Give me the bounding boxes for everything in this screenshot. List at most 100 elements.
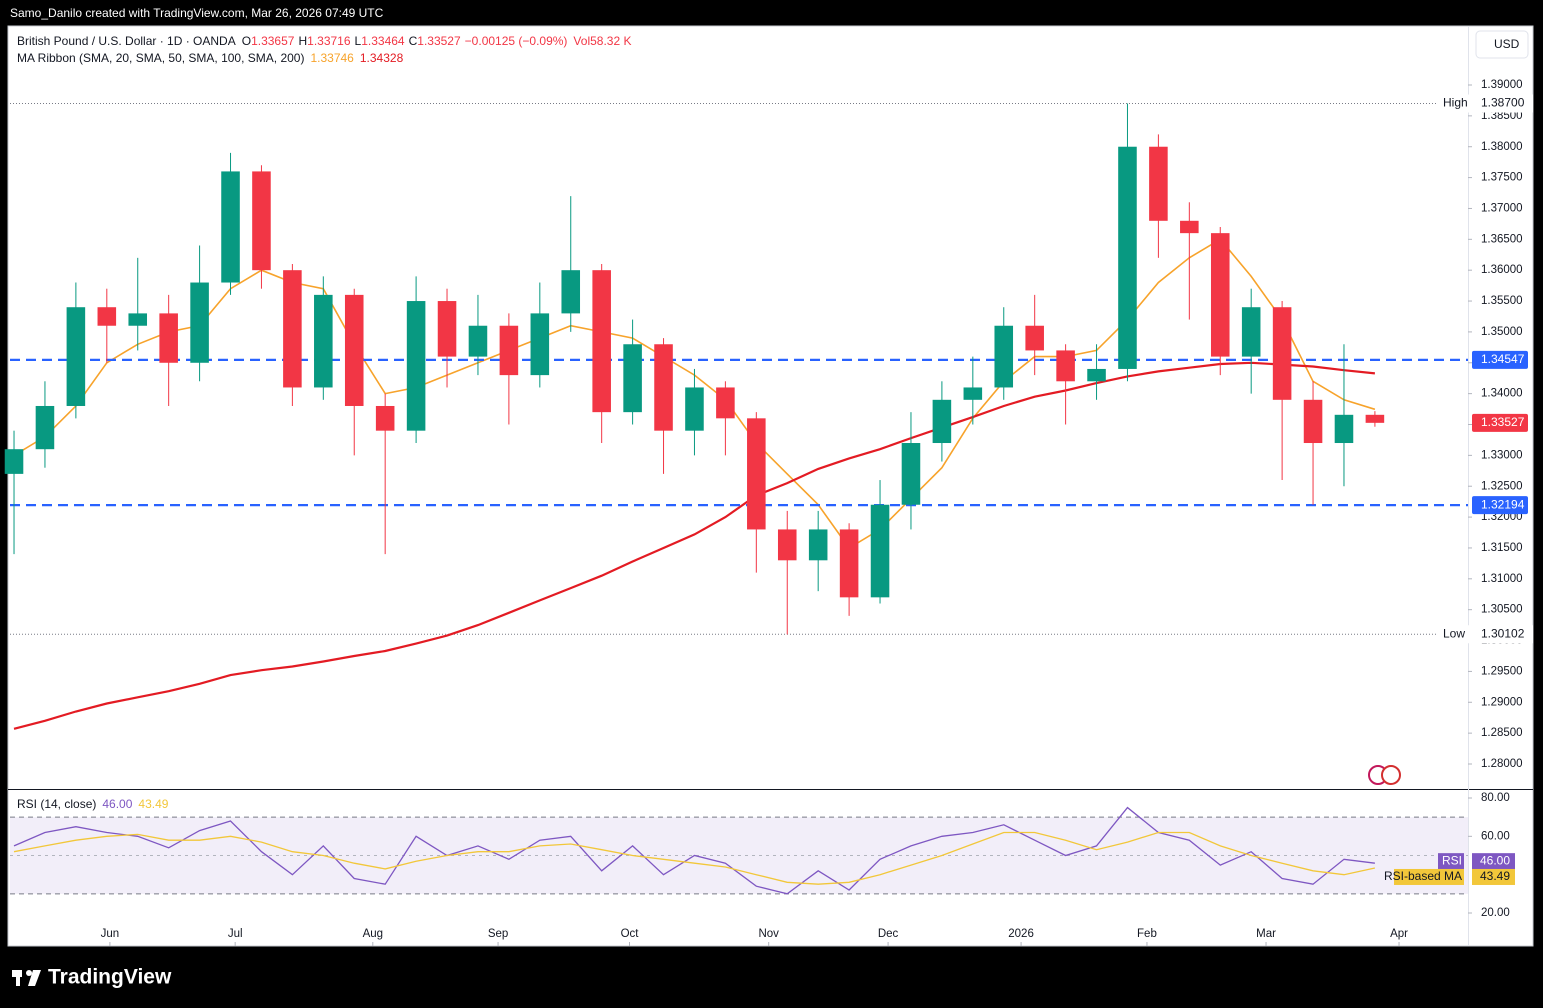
candle-body bbox=[623, 344, 642, 413]
y-tick-label: 1.28000 bbox=[1481, 758, 1523, 770]
legend-item: −0.00125 (−0.09%) bbox=[465, 34, 568, 48]
currency-button[interactable] bbox=[1475, 30, 1529, 59]
rsi-badge-value-bg bbox=[1472, 868, 1515, 885]
candle-body bbox=[4, 449, 24, 474]
candle-body bbox=[530, 313, 550, 376]
price-badge-label: 1.33527 bbox=[1481, 415, 1525, 429]
ma-legend: MA Ribbon (SMA, 20, SMA, 50, SMA, 100, S… bbox=[17, 51, 404, 65]
candle-body bbox=[252, 171, 271, 271]
candle-body bbox=[777, 529, 797, 561]
rsi-line bbox=[13, 806, 1375, 895]
y-tick-label: 1.37000 bbox=[1481, 202, 1523, 214]
brand-name: TradingView bbox=[48, 966, 172, 989]
candle-body bbox=[1118, 146, 1137, 369]
candle-body bbox=[1334, 414, 1354, 444]
chart-area bbox=[7, 25, 1534, 947]
legend-item: 1.33746 bbox=[310, 51, 354, 65]
legend-item: RSI (14, close) bbox=[17, 797, 96, 811]
level-label: 1.34547 bbox=[1481, 352, 1525, 366]
y-tick-label: 1.31000 bbox=[1481, 573, 1523, 585]
legend-item: H bbox=[298, 34, 307, 48]
x-tick-label: Jun bbox=[101, 928, 120, 940]
candle-body bbox=[1303, 399, 1323, 444]
y-tick-label: 1.35500 bbox=[1481, 295, 1523, 307]
legend-item: 43.49 bbox=[138, 797, 168, 811]
rsi-badge-name-bg bbox=[1438, 853, 1464, 870]
y-tick-label: 1.29000 bbox=[1481, 696, 1523, 708]
level-badge bbox=[1472, 496, 1528, 515]
candle-body bbox=[808, 529, 828, 561]
candle-body bbox=[128, 313, 148, 326]
legend-item: 1.34328 bbox=[360, 51, 404, 65]
candle-body bbox=[437, 301, 457, 357]
candle-body bbox=[283, 270, 302, 388]
candle-body bbox=[1087, 368, 1106, 382]
extreme-badge bbox=[1438, 625, 1533, 644]
level-label: 1.32194 bbox=[1481, 497, 1525, 511]
caption: Samo_Danilo created with TradingView.com… bbox=[10, 6, 384, 20]
candle-body bbox=[190, 282, 209, 363]
extreme-badge bbox=[1438, 94, 1533, 113]
legend-item: 1.33464 bbox=[361, 34, 405, 48]
candle-body bbox=[1272, 307, 1292, 400]
brand-logo bbox=[12, 970, 41, 986]
y-tick-label: 60.00 bbox=[1481, 830, 1510, 842]
x-tick-label: 2026 bbox=[1008, 928, 1034, 940]
candle-body bbox=[870, 504, 890, 598]
price-legend: British Pound / U.S. Dollar · 1D · OANDA… bbox=[17, 34, 631, 48]
legend-item: C bbox=[409, 34, 418, 48]
rsi-line bbox=[13, 831, 1376, 885]
candle-body bbox=[406, 301, 426, 431]
extreme-label: Low bbox=[1443, 626, 1465, 640]
x-tick-label: Aug bbox=[363, 928, 383, 940]
candle-body bbox=[375, 405, 395, 431]
extreme-label: High bbox=[1443, 96, 1468, 110]
candle-body bbox=[561, 270, 581, 314]
candle-body bbox=[654, 344, 673, 431]
candle-body bbox=[963, 387, 983, 400]
y-tick-label: 1.29500 bbox=[1481, 665, 1523, 677]
candle-body bbox=[314, 294, 333, 388]
candle-body bbox=[716, 387, 735, 419]
legend-item: O bbox=[242, 34, 251, 48]
candle-body bbox=[932, 399, 952, 444]
candle-body bbox=[35, 405, 55, 450]
legend-item: 1.33527 bbox=[417, 34, 461, 48]
x-tick-label: Jul bbox=[228, 928, 243, 940]
extreme-value: 1.38700 bbox=[1481, 96, 1525, 110]
x-tick-label: Feb bbox=[1137, 928, 1157, 940]
rsi-badge-value: 46.00 bbox=[1480, 853, 1510, 867]
rsi-legend: RSI (14, close) 46.00 43.49 bbox=[17, 797, 169, 811]
rsi-badge-value-bg bbox=[1472, 853, 1515, 870]
flags-icon bbox=[1368, 765, 1401, 785]
y-tick-label: 1.36500 bbox=[1481, 233, 1523, 245]
candle-body bbox=[1149, 146, 1168, 221]
currency-label: USD bbox=[1494, 37, 1520, 51]
x-tick-label: Apr bbox=[1390, 928, 1408, 940]
candle-body bbox=[97, 307, 117, 326]
candle-body bbox=[344, 294, 364, 406]
candle-body bbox=[1056, 350, 1075, 382]
rsi-badge-name: RSI bbox=[1442, 853, 1462, 867]
y-tick-label: 1.34000 bbox=[1481, 388, 1523, 400]
legend-item: Vol58.32 K bbox=[573, 34, 631, 48]
y-tick-label: 1.39000 bbox=[1481, 79, 1523, 91]
legend-item: L bbox=[355, 34, 362, 48]
y-tick-label: 1.35000 bbox=[1481, 326, 1523, 338]
candle-body bbox=[1241, 307, 1261, 357]
candle-body bbox=[499, 325, 519, 376]
candle-body bbox=[685, 387, 704, 431]
price-badge bbox=[1472, 413, 1528, 432]
rsi-badge-name: RSI-based MA bbox=[1384, 869, 1462, 883]
extreme-value: 1.30102 bbox=[1481, 626, 1525, 640]
candle-body bbox=[468, 325, 488, 357]
y-tick-label: 1.32500 bbox=[1481, 480, 1523, 492]
candle-body bbox=[1365, 414, 1385, 423]
y-tick-label: 1.37500 bbox=[1481, 172, 1523, 184]
moving-average bbox=[13, 361, 1376, 730]
candle-body bbox=[901, 443, 921, 505]
rsi-badge-name-bg bbox=[1394, 868, 1464, 885]
candle-body bbox=[1180, 220, 1199, 234]
y-tick-label: 1.38000 bbox=[1481, 141, 1523, 153]
